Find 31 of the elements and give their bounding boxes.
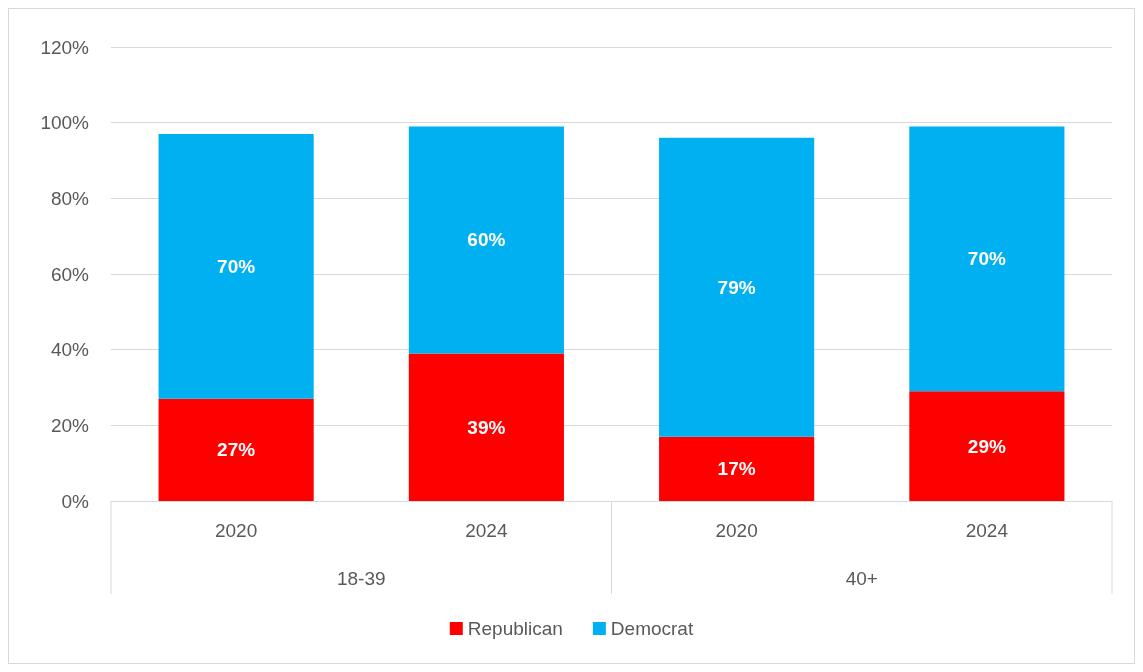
- legend-label: Democrat: [610, 618, 694, 639]
- y-tick-label: 20%: [50, 414, 90, 436]
- data-label: 27%: [217, 439, 256, 461]
- x-tick-label: 2024: [465, 520, 508, 541]
- bar: [659, 137, 815, 437]
- x-tick-label: 2020: [214, 520, 258, 541]
- text: 40+: [845, 567, 878, 589]
- y-tick-label: 0%: [61, 490, 90, 512]
- bar: [659, 436, 815, 501]
- y-tick-label: 80%: [50, 187, 90, 209]
- data-label: 17%: [717, 458, 756, 480]
- bar: [158, 398, 314, 501]
- y-tick-label: 120%: [40, 36, 90, 58]
- x-tick-label: 2020: [715, 520, 758, 541]
- y-tick-label: 40%: [50, 339, 90, 361]
- data-label: 70%: [967, 248, 1006, 270]
- y-tick-label: 60%: [50, 263, 90, 285]
- data-label: 29%: [967, 435, 1006, 457]
- data-label: 70%: [217, 255, 256, 277]
- legend-label: Republican: [467, 618, 563, 639]
- data-label: 60%: [467, 229, 506, 251]
- bar: [909, 391, 1065, 501]
- bar: [408, 353, 564, 501]
- y-tick-label: 100%: [40, 112, 90, 134]
- data-label: 39%: [467, 416, 506, 438]
- bar: [408, 126, 564, 354]
- x-tick-label: 2024: [965, 520, 1009, 541]
- text: 18-39: [336, 567, 386, 589]
- bar: [158, 134, 314, 399]
- data-label: 79%: [717, 276, 756, 298]
- bar: [909, 126, 1065, 392]
